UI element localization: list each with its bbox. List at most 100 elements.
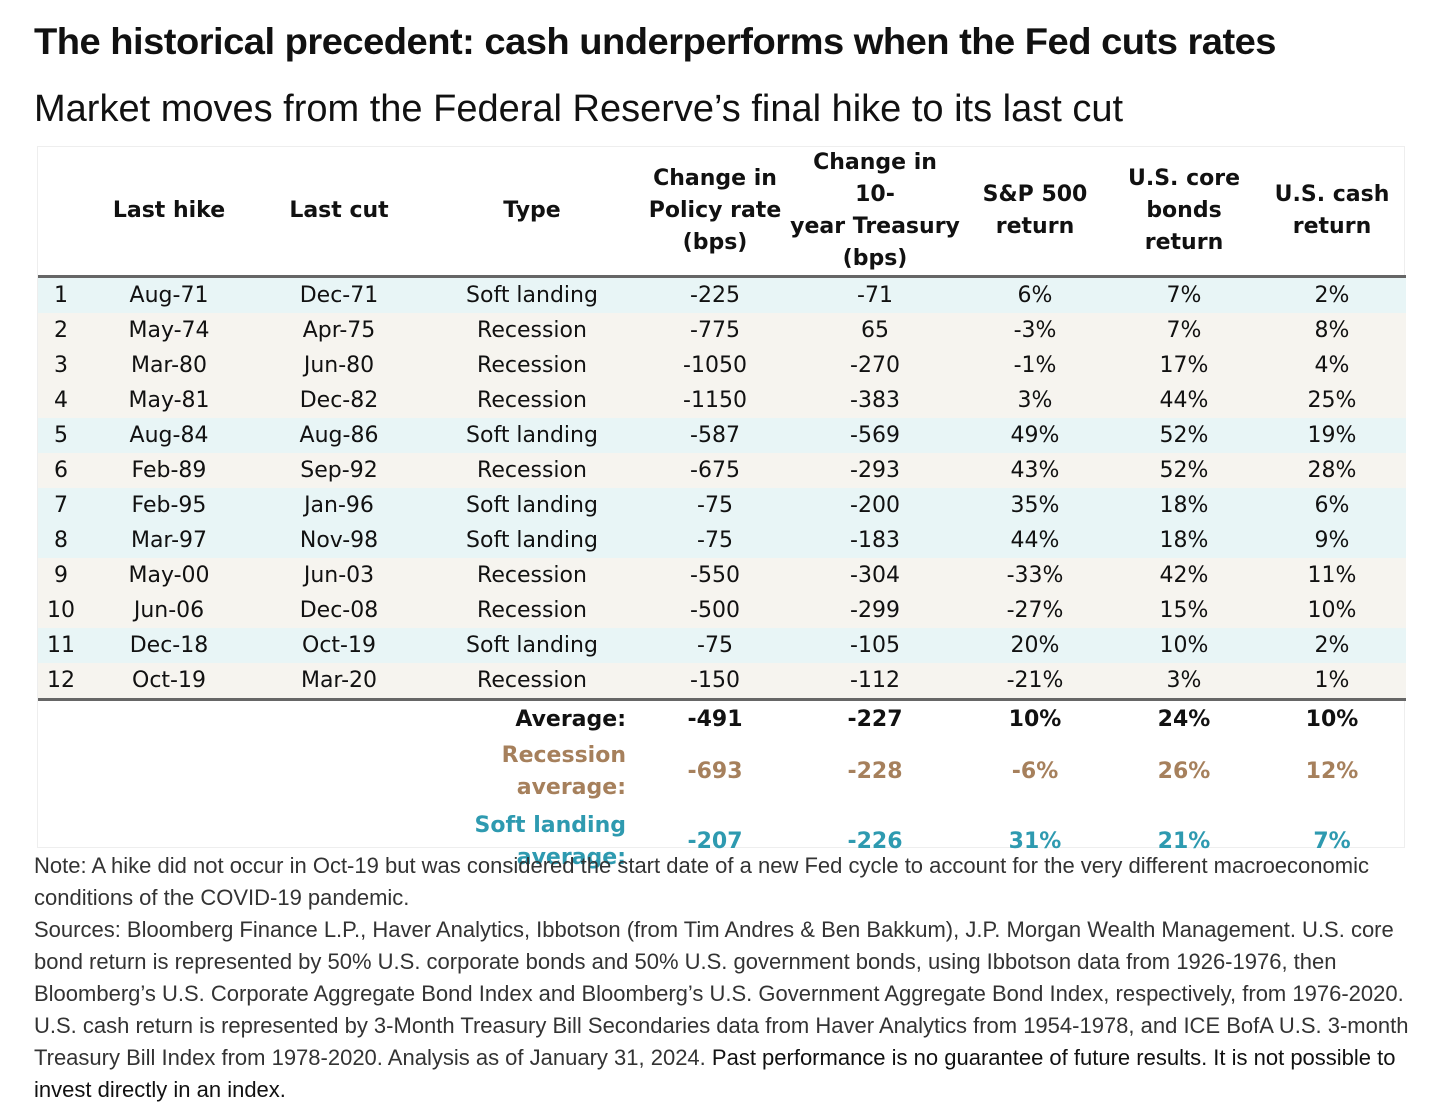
average-label-line: average:: [516, 845, 626, 870]
table-cell: 6%: [1258, 488, 1406, 523]
table-cell: 4%: [1258, 348, 1406, 383]
table-cell: Soft landing: [424, 628, 640, 663]
table-cell: 11: [38, 628, 84, 663]
table-cell: Mar-20: [254, 663, 424, 700]
average-value: 21%: [1157, 829, 1211, 854]
table-cell: 44%: [1110, 383, 1258, 418]
table-cell: Recession: [424, 593, 640, 628]
average-value: -227: [790, 698, 960, 737]
average-row: Recession average: -693 -228 -6% 26% 12%: [38, 737, 1406, 807]
column-header: U.S. core bonds return: [1110, 147, 1258, 278]
column-header-line: return: [1292, 214, 1372, 239]
table-cell: -75: [640, 488, 790, 523]
column-header-line: Type: [503, 198, 561, 223]
table-cell: -1%: [960, 348, 1110, 383]
data-table: Last hike Last cut Type Change in Policy rat…: [38, 147, 1406, 877]
table-row: 2 May-74 Apr-75 Recession -775 65 -3% 7% 8%: [38, 313, 1406, 348]
note-text: Note: A hike did not occur in Oct-19 but…: [34, 853, 1369, 910]
table-cell: Apr-75: [254, 313, 424, 348]
table-cell: Sep-92: [254, 453, 424, 488]
table-row: 3 Mar-80 Jun-80 Recession -1050 -270 -1% 17% 4%: [38, 348, 1406, 383]
average-value: 24%: [1110, 698, 1258, 737]
average-value: -693: [687, 759, 743, 784]
average-value: 10%: [1258, 698, 1406, 737]
column-header-line: (bps): [682, 230, 748, 255]
sources-text: Sources: Bloomberg Finance L.P., Haver A…: [34, 914, 1414, 1106]
table-cell: Mar-80: [84, 348, 254, 383]
column-header-line: (bps): [842, 246, 908, 271]
table-cell: 5: [38, 418, 84, 453]
table-body: 1 Aug-71 Dec-71 Soft landing -225 -71 6% 7% 2% 2 M…: [38, 276, 1406, 878]
table-cell: -587: [640, 418, 790, 453]
table-row: 5 Aug-84 Aug-86 Soft landing -587 -569 49% 52% 1…: [38, 418, 1406, 453]
table-cell: -71: [790, 276, 960, 313]
table-cell: Dec-71: [254, 276, 424, 313]
table-cell: -383: [790, 383, 960, 418]
table-cell: May-00: [84, 558, 254, 593]
table-cell: -1050: [640, 348, 790, 383]
table-row: 7 Feb-95 Jan-96 Soft landing -75 -200 35% 18% 6%: [38, 488, 1406, 523]
column-header-line: U.S. core: [1127, 166, 1240, 191]
table-cell: -112: [790, 663, 960, 700]
table-cell: -225: [640, 276, 790, 313]
table-cell: Soft landing: [424, 488, 640, 523]
table-cell: May-81: [84, 383, 254, 418]
table-cell: Oct-19: [84, 663, 254, 700]
average-label-line: Average:: [515, 706, 626, 732]
chart-subtitle: Market moves from the Federal Reserve’s …: [34, 88, 1124, 130]
column-header: [38, 147, 84, 278]
table-cell: Dec-18: [84, 628, 254, 663]
table-cell: -675: [640, 453, 790, 488]
table-cell: -75: [640, 628, 790, 663]
column-header: S&P 500 return: [960, 147, 1110, 278]
table-cell: 10%: [1110, 628, 1258, 663]
sources-body: Sources: Bloomberg Finance L.P., Haver A…: [34, 917, 1409, 1070]
table-cell: 43%: [960, 453, 1110, 488]
table-cell: 44%: [960, 523, 1110, 558]
average-label-line: Soft landing: [474, 813, 626, 838]
average-value: -226: [847, 829, 903, 854]
table-cell: Feb-95: [84, 488, 254, 523]
average-row: Soft landing average: -207 -226 31% 21% 7%: [38, 807, 1406, 877]
table-cell: -500: [640, 593, 790, 628]
table-cell: Oct-19: [254, 628, 424, 663]
table-cell: 4: [38, 383, 84, 418]
table-cell: 10%: [1258, 593, 1406, 628]
table-cell: Soft landing: [424, 418, 640, 453]
table-cell: 1: [38, 276, 84, 313]
average-value: 7%: [1313, 829, 1351, 854]
table-cell: Jun-80: [254, 348, 424, 383]
table-cell: -27%: [960, 593, 1110, 628]
average-label-line: average:: [516, 775, 626, 800]
table-cell: 52%: [1110, 453, 1258, 488]
column-header: Last hike: [84, 147, 254, 278]
table-cell: Mar-97: [84, 523, 254, 558]
table-cell: 7%: [1110, 313, 1258, 348]
table-cell: Jun-03: [254, 558, 424, 593]
table-cell: 11%: [1258, 558, 1406, 593]
table-row: 1 Aug-71 Dec-71 Soft landing -225 -71 6% 7% 2%: [38, 276, 1406, 313]
table-cell: 35%: [960, 488, 1110, 523]
table-cell: 2%: [1258, 628, 1406, 663]
table-cell: -183: [790, 523, 960, 558]
table-cell: 3: [38, 348, 84, 383]
table-row: 4 May-81 Dec-82 Recession -1150 -383 3% 44% 25%: [38, 383, 1406, 418]
column-header-line: return: [995, 214, 1075, 239]
average-row: Average: -491 -227 10% 24% 10%: [38, 698, 1406, 737]
table-cell: Recession: [424, 383, 640, 418]
column-header: Type: [424, 147, 640, 278]
table-cell: 65: [790, 313, 960, 348]
average-label-line: Recession: [501, 743, 626, 768]
table-cell: Dec-82: [254, 383, 424, 418]
table-cell: -293: [790, 453, 960, 488]
table-cell: 17%: [1110, 348, 1258, 383]
table-cell: -75: [640, 523, 790, 558]
column-header: Change in Policy rate (bps): [640, 147, 790, 278]
table-cell: 52%: [1110, 418, 1258, 453]
column-header-line: Change in 10-: [813, 150, 937, 207]
table-header-row: Last hike Last cut Type Change in Policy rat…: [38, 147, 1406, 278]
table-cell: -33%: [960, 558, 1110, 593]
table-cell: Jan-96: [254, 488, 424, 523]
table-cell: -105: [790, 628, 960, 663]
table-cell: Recession: [424, 558, 640, 593]
